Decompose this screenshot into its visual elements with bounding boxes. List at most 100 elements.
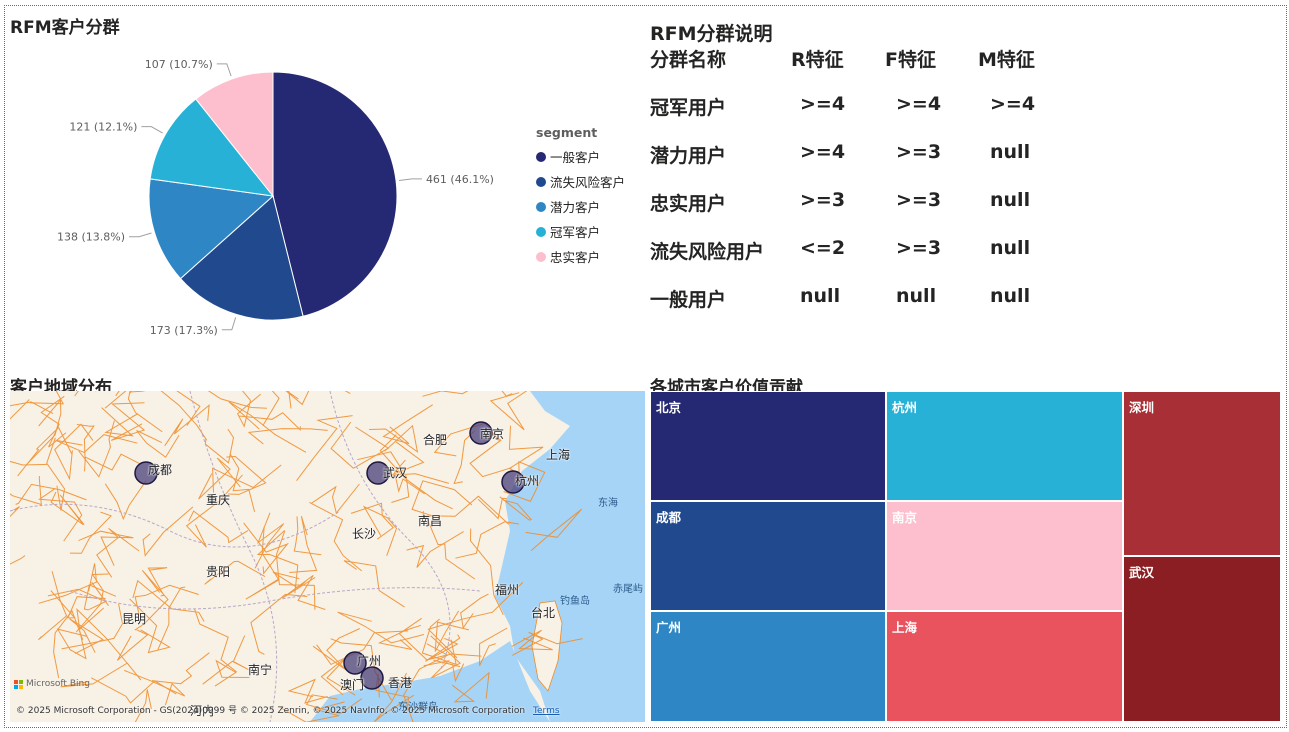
- pie-slice-4[interactable]: [149, 98, 275, 197]
- treemap-tile-label: 上海: [892, 620, 918, 635]
- rfm-criteria-cell: null: [990, 237, 1031, 259]
- treemap-tile-label: 深圳: [1129, 400, 1155, 415]
- map-city-label: 南昌: [418, 514, 443, 528]
- map-city-label: 杭州: [515, 474, 540, 488]
- map-sea-label: 钓鱼岛: [560, 596, 590, 607]
- treemap-tile[interactable]: 武汉: [1123, 556, 1281, 722]
- bing-text: Microsoft Bing: [26, 679, 90, 689]
- pie-slice-2[interactable]: [179, 195, 304, 321]
- rfm-criteria-cell: null: [990, 189, 1031, 211]
- treemap-tile[interactable]: 南京: [886, 501, 1123, 611]
- map-copyright: © 2025 Microsoft Corporation - GS(2024)0…: [16, 703, 560, 716]
- rfm-segment-name: 流失风险用户: [650, 241, 765, 263]
- header-r: R特征: [791, 49, 844, 71]
- pie-leader-line: [141, 126, 163, 134]
- city-bubble[interactable]: [134, 461, 158, 485]
- city-bubble[interactable]: [343, 651, 367, 675]
- rfm-criteria-cell: null: [990, 285, 1031, 307]
- sea-area: [495, 391, 645, 722]
- map-city-label: 上海: [546, 448, 571, 462]
- city-bubble[interactable]: [366, 461, 390, 485]
- legend-item[interactable]: 一般客户: [536, 144, 625, 169]
- taiwan-island: [531, 600, 563, 692]
- legend-item[interactable]: 潜力客户: [536, 194, 625, 219]
- rfm-pie-chart[interactable]: 461 (46.1%) 173 (17.3%) 138 (13.8%) 121 (12…: [0, 36, 520, 346]
- treemap-tile[interactable]: 北京: [650, 391, 886, 501]
- map-city-label: 香港: [388, 676, 413, 690]
- rfm-criteria-cell: >=4: [896, 93, 942, 115]
- pie-leader-line: [129, 232, 152, 238]
- rfm-criteria-cell: <=2: [800, 237, 846, 259]
- copyright-text: © 2025 Microsoft Corporation - GS(2024)0…: [16, 706, 526, 716]
- treemap-tile[interactable]: 杭州: [886, 391, 1123, 501]
- legend-title: segment: [536, 125, 598, 140]
- terms-link[interactable]: Terms: [533, 706, 560, 716]
- pie-legend: segment 一般客户流失风险客户 潜力客户冠军客户忠实客户: [536, 125, 625, 269]
- province-borders: [10, 391, 481, 722]
- treemap-tile-label: 北京: [656, 400, 682, 415]
- map-city-label: 重庆: [206, 493, 231, 507]
- map-city-label: 澳门: [340, 678, 365, 692]
- rfm-segment-name: 一般用户: [650, 289, 727, 311]
- legend-label: 潜力客户: [550, 200, 601, 215]
- map-city-label: 成都: [148, 463, 173, 477]
- map-city-label: 合肥: [423, 433, 448, 447]
- map-city-label: 贵阳: [206, 565, 231, 579]
- rfm-criteria-cell: null: [800, 285, 841, 307]
- pie-data-label: 107 (10.7%): [145, 58, 213, 71]
- map-city-label: 武汉: [383, 466, 408, 480]
- customer-region-map[interactable]: 成都 重庆 贵阳 昆明 南宁 武汉 长沙 南昌 合肥 南京 上海 杭州 福州 台北 广州 香港 澳门 河内 东海 钓鱼…: [10, 391, 645, 722]
- city-value-treemap[interactable]: 北京成都广州 杭州南京上海 深圳武汉: [650, 391, 1281, 722]
- map-sea-label: 东沙群岛: [398, 702, 438, 713]
- pie-title: RFM客户分群: [10, 18, 120, 38]
- legend-label: 一般客户: [550, 150, 601, 165]
- city-bubble[interactable]: [360, 666, 384, 690]
- road-network: [10, 391, 583, 722]
- pie-data-label: 138 (13.8%): [57, 231, 125, 244]
- legend-item[interactable]: 冠军客户: [536, 219, 625, 244]
- legend-item[interactable]: 流失风险客户: [536, 169, 625, 194]
- pie-slice-1[interactable]: [272, 71, 398, 317]
- map-city-label: 福州: [495, 583, 520, 597]
- treemap-tile-label: 武汉: [1129, 565, 1155, 580]
- legend-dot-icon: [536, 226, 546, 237]
- legend-label: 忠实客户: [550, 250, 601, 265]
- map-city-label: 河内: [190, 704, 215, 718]
- treemap-tile[interactable]: 深圳: [1123, 391, 1281, 556]
- pie-data-label: 173 (17.3%): [150, 324, 218, 337]
- treemap-tile-label: 成都: [656, 510, 682, 525]
- rfm-criteria-cell: >=3: [896, 189, 942, 211]
- treemap-tile[interactable]: 广州: [650, 611, 886, 722]
- rfm-segment-name: 潜力用户: [650, 145, 727, 167]
- rfm-criteria-cell: >=3: [896, 237, 942, 259]
- rfm-criteria-cell: >=4: [990, 93, 1036, 115]
- city-bubble[interactable]: [469, 421, 493, 445]
- legend-dot-icon: [536, 201, 546, 212]
- legend-label: 流失风险客户: [550, 175, 626, 190]
- rfm-criteria-cell: >=3: [896, 141, 942, 163]
- rfm-segment-name: 忠实用户: [650, 193, 727, 215]
- map-city-label: 昆明: [122, 612, 147, 626]
- legend-item[interactable]: 忠实客户: [536, 244, 625, 269]
- treemap-tile-label: 广州: [656, 620, 682, 635]
- header-segment-name: 分群名称: [650, 49, 727, 71]
- rfm-criteria-cell: >=4: [800, 93, 846, 115]
- rfm-criteria-cell: >=4: [800, 141, 846, 163]
- map-sea-label: 东海: [598, 498, 618, 509]
- pie-slice-3[interactable]: [148, 178, 275, 280]
- treemap-tile[interactable]: 上海: [886, 611, 1123, 722]
- pie-data-label: 461 (46.1%): [426, 173, 494, 186]
- treemap-tile-label: 南京: [892, 510, 918, 525]
- rfm-criteria-cell: null: [896, 285, 937, 307]
- rfm-segment-name: 冠军用户: [650, 97, 727, 119]
- map-city-label: 南京: [480, 427, 505, 441]
- legend-dot-icon: [536, 251, 546, 262]
- map-canvas[interactable]: [10, 391, 645, 722]
- map-sea-label: 赤尾屿: [613, 584, 643, 595]
- map-city-label: 南宁: [248, 663, 273, 677]
- treemap-tile[interactable]: 成都: [650, 501, 886, 611]
- bing-logo: Microsoft Bing: [14, 679, 90, 689]
- pie-leader-line: [221, 317, 237, 331]
- pie-slice-5[interactable]: [195, 71, 274, 198]
- city-bubble[interactable]: [501, 470, 525, 494]
